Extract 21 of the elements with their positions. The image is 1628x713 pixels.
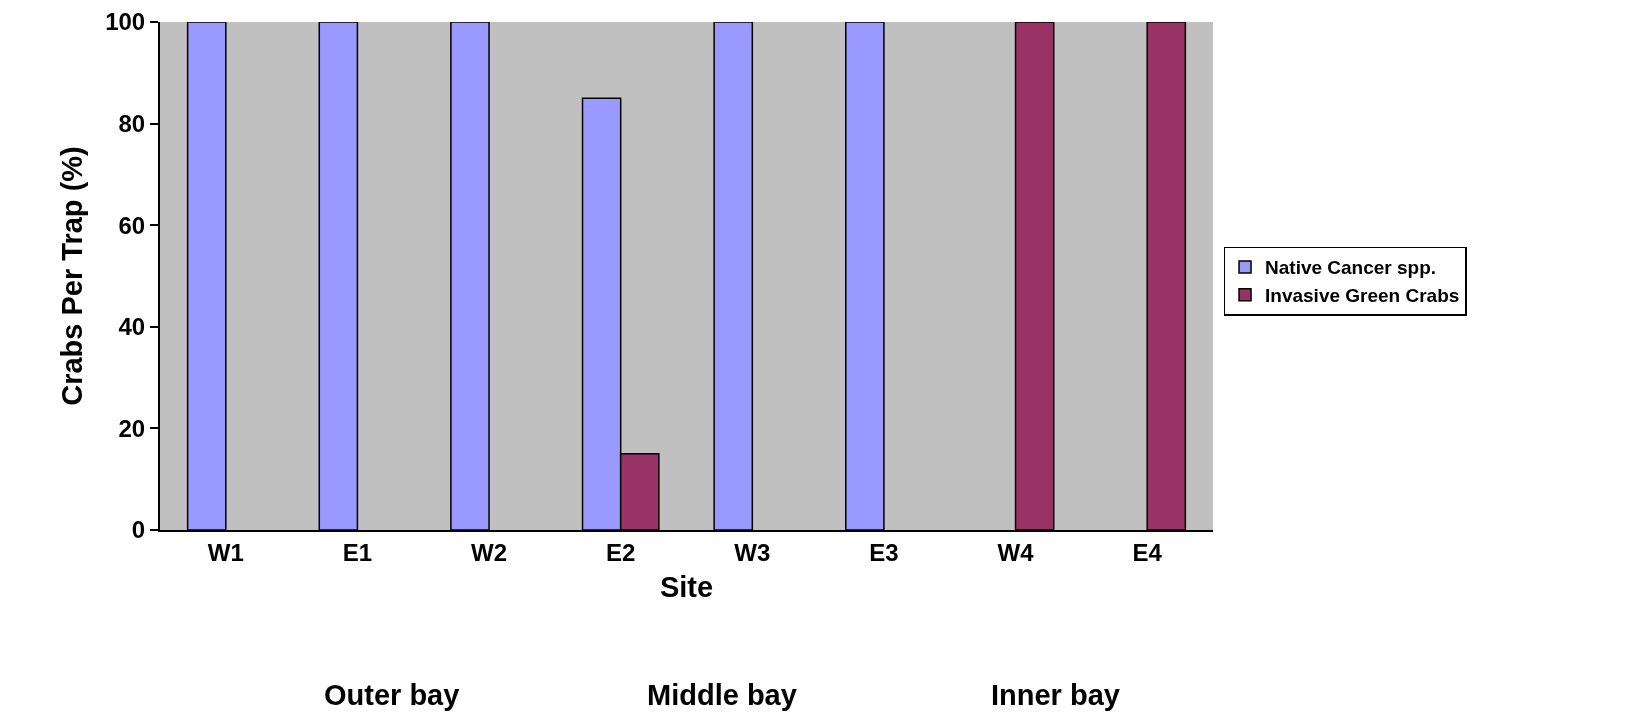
x-tick-label: W2 (471, 538, 508, 566)
legend-label: Invasive Green Crabs (1265, 285, 1460, 307)
x-tick-label: E1 (342, 538, 373, 566)
text: Inner bay (991, 679, 1120, 711)
y-tick-label: 20 (118, 414, 146, 442)
x-tick-label: W4 (997, 538, 1035, 566)
text: Outer bay (324, 679, 460, 711)
x-tick-label: W1 (207, 538, 244, 566)
x-tick-label: E2 (606, 538, 636, 566)
x-tick-label: E3 (869, 538, 899, 566)
y-tick-label: 100 (105, 8, 146, 36)
y-tick-label: 80 (118, 110, 146, 137)
y-tick-label: 0 (131, 516, 146, 544)
x-tick-label: E4 (1132, 538, 1163, 566)
y-axis-title: Crabs Per Trap (%) (56, 146, 88, 406)
x-axis-title: Site (659, 571, 714, 604)
text: Middle bay (647, 679, 797, 711)
y-tick-label: 40 (118, 313, 146, 341)
legend-label: Native Cancer spp. (1265, 257, 1437, 279)
x-tick-label: W3 (734, 538, 771, 566)
y-tick-label: 60 (118, 211, 146, 239)
